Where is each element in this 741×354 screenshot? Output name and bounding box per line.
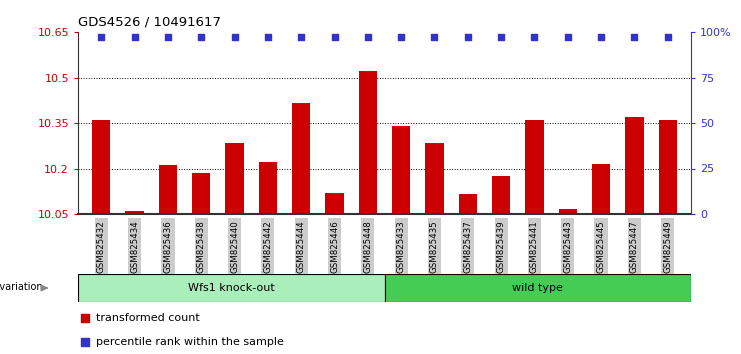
Point xyxy=(462,35,473,40)
Bar xyxy=(359,72,377,214)
Bar xyxy=(392,126,411,214)
Bar xyxy=(92,120,110,214)
Bar xyxy=(159,165,177,214)
Text: GDS4526 / 10491617: GDS4526 / 10491617 xyxy=(78,15,221,28)
Bar xyxy=(192,173,210,214)
Bar xyxy=(325,193,344,214)
Point xyxy=(162,35,174,40)
Text: wild type: wild type xyxy=(512,283,563,293)
Bar xyxy=(225,143,244,214)
Point xyxy=(395,35,407,40)
Text: transformed count: transformed count xyxy=(96,313,200,322)
Point xyxy=(79,339,90,344)
Bar xyxy=(259,162,277,214)
Point xyxy=(229,35,241,40)
Point xyxy=(595,35,607,40)
Bar xyxy=(385,274,691,302)
Point xyxy=(295,35,307,40)
Text: genotype/variation: genotype/variation xyxy=(0,281,43,292)
Point xyxy=(495,35,507,40)
Point xyxy=(628,35,640,40)
Bar xyxy=(492,176,511,214)
Text: percentile rank within the sample: percentile rank within the sample xyxy=(96,337,285,347)
Bar xyxy=(625,117,643,214)
Point xyxy=(562,35,574,40)
Point xyxy=(96,35,107,40)
Point xyxy=(328,35,340,40)
Text: Wfs1 knock-out: Wfs1 knock-out xyxy=(188,283,275,293)
Point xyxy=(129,35,141,40)
Bar xyxy=(592,164,610,214)
Point xyxy=(262,35,274,40)
Point xyxy=(662,35,674,40)
Bar xyxy=(425,143,444,214)
Bar xyxy=(559,210,577,214)
Bar xyxy=(525,120,544,214)
Bar xyxy=(125,211,144,214)
Bar xyxy=(459,194,477,214)
Point xyxy=(196,35,207,40)
Point xyxy=(79,315,90,320)
Bar xyxy=(78,274,385,302)
Point xyxy=(528,35,540,40)
Point xyxy=(428,35,440,40)
Bar xyxy=(292,103,310,214)
Bar xyxy=(659,120,677,214)
Point xyxy=(362,35,373,40)
